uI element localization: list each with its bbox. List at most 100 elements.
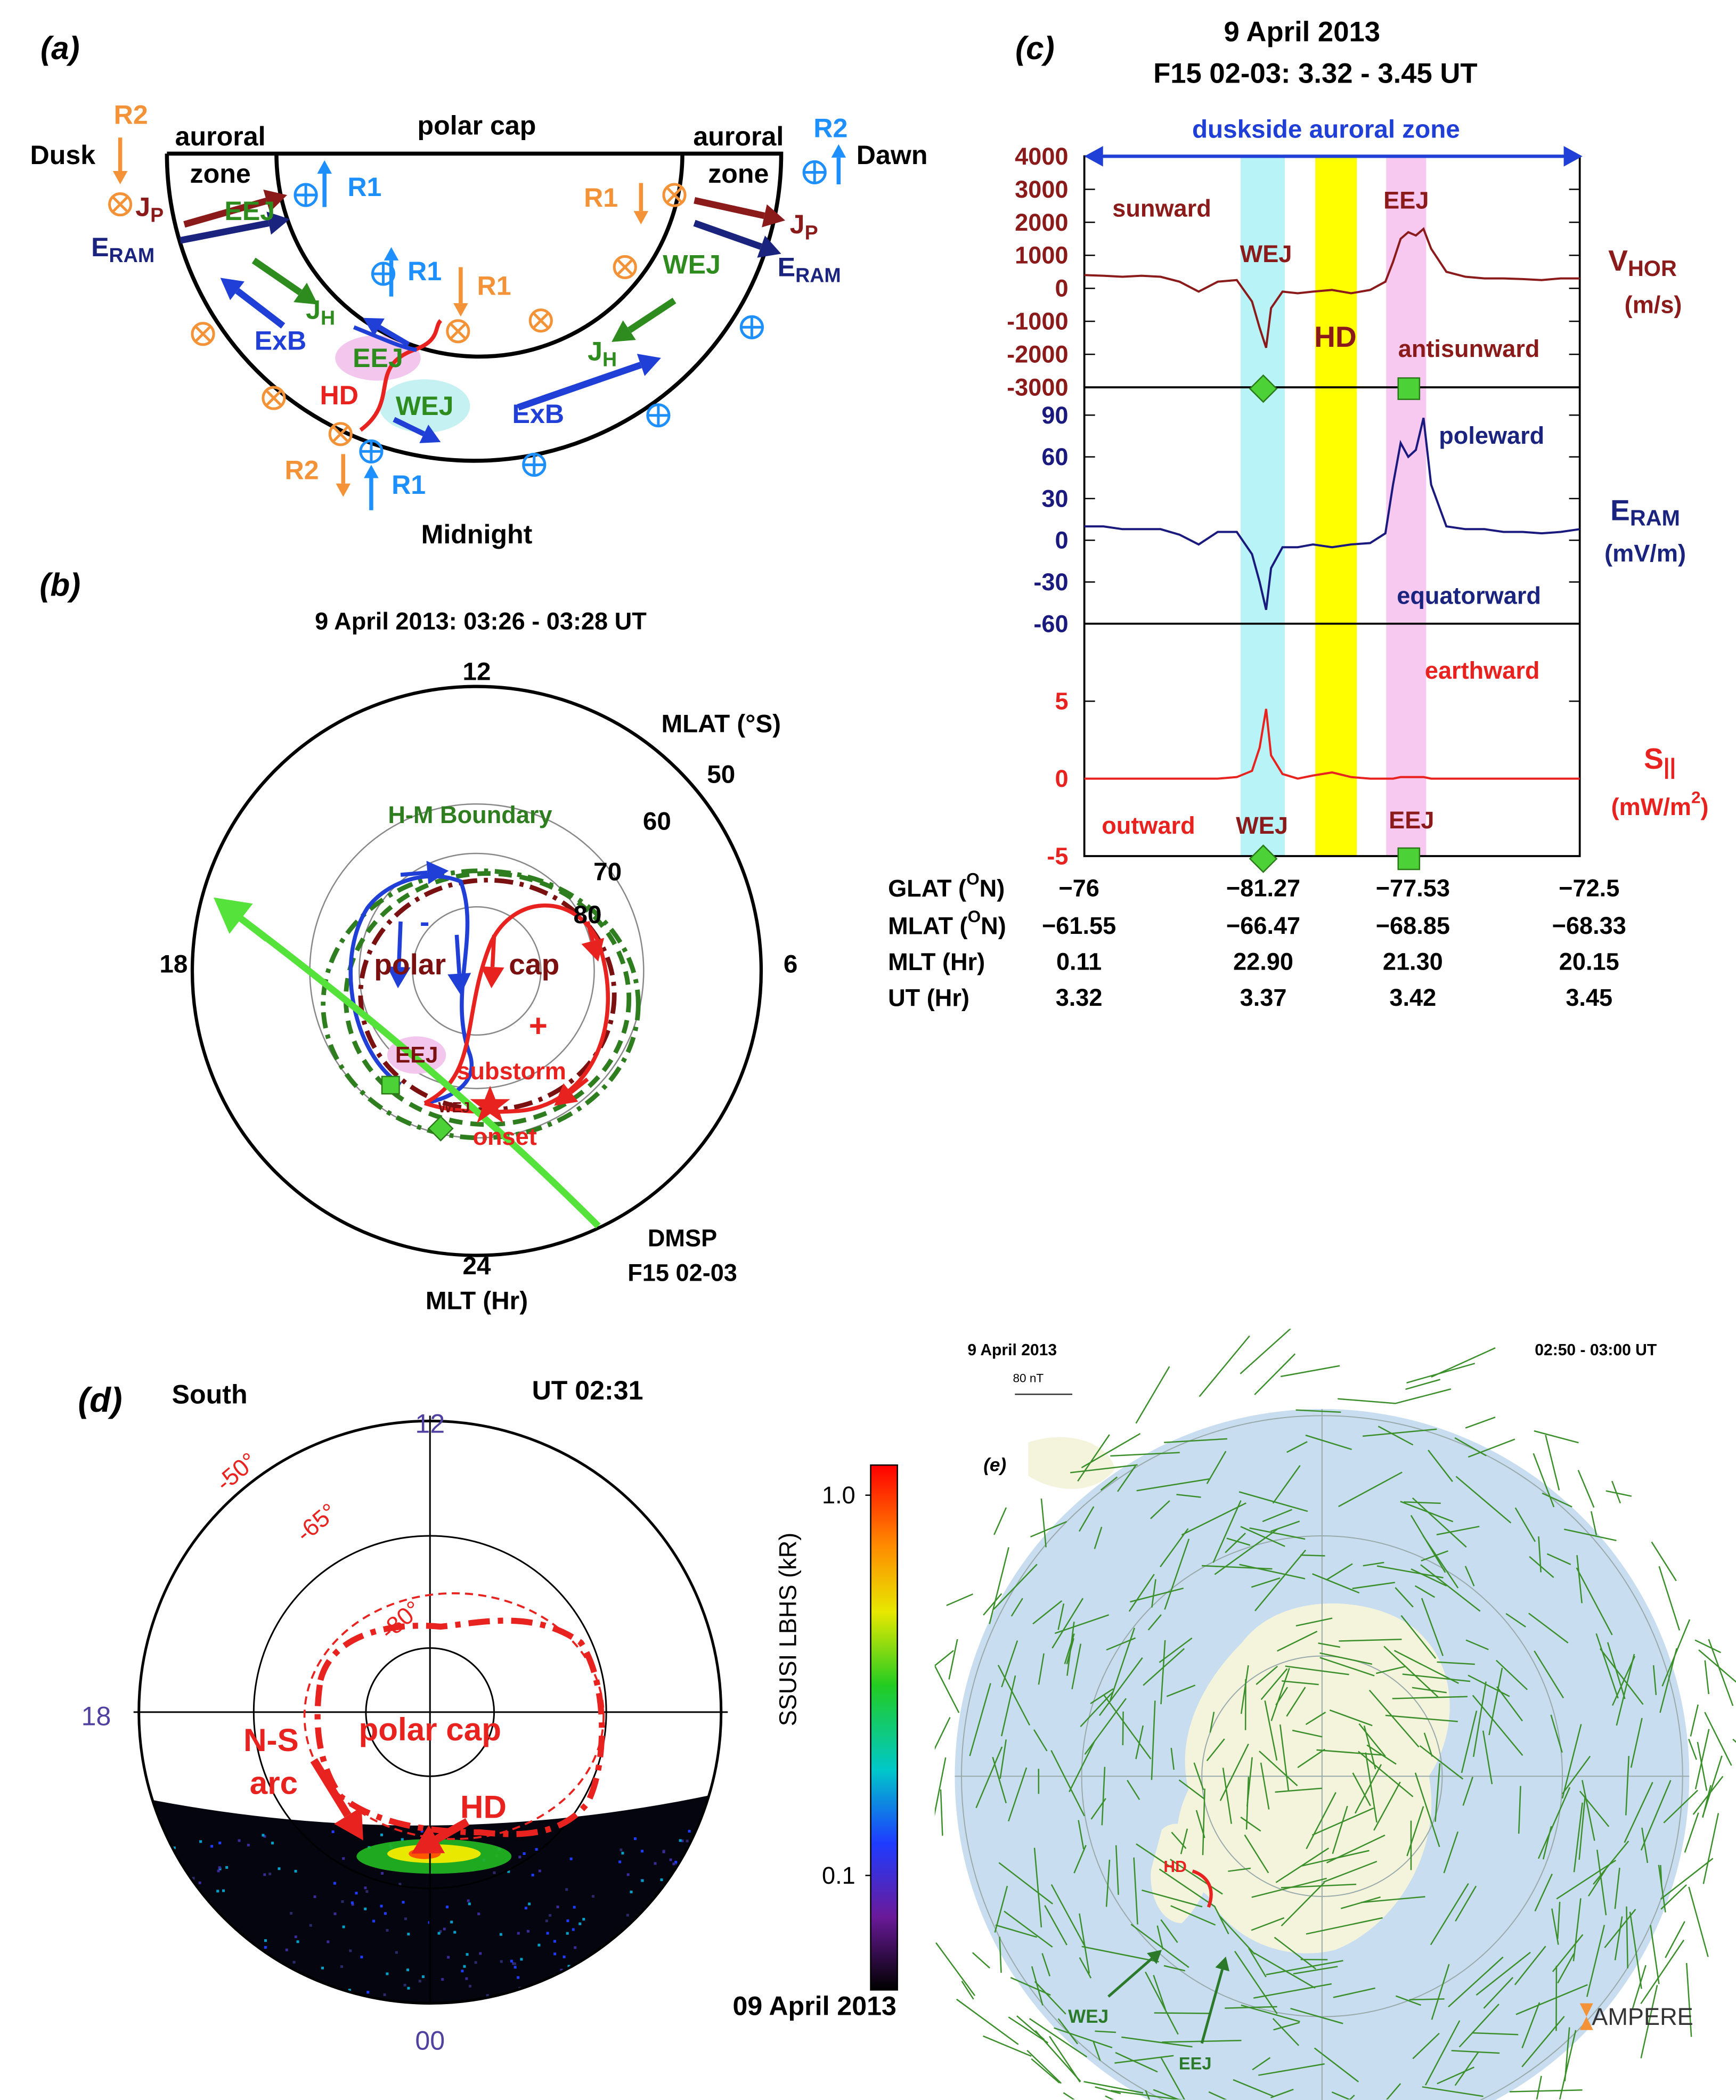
image-pixel [296, 1988, 299, 1991]
image-pixel [732, 1927, 735, 1930]
image-pixel [562, 2007, 565, 2009]
vector [1066, 1622, 1075, 1676]
image-pixel [674, 1861, 678, 1864]
image-pixel [292, 1960, 296, 1964]
label: UT 02:31 [532, 1375, 643, 1405]
image-pixel [688, 1829, 691, 1833]
vector [989, 1547, 1009, 1624]
vector [1471, 2032, 1519, 2036]
annotation: HD [1314, 320, 1357, 353]
vector [1652, 1665, 1657, 1695]
vector [1338, 1471, 1403, 1508]
image-pixel [549, 1914, 552, 1917]
image-pixel [211, 1995, 215, 1998]
vector [1246, 1757, 1253, 1806]
vector [1033, 1847, 1042, 1928]
vector [1218, 1915, 1256, 1955]
table-cell: 22.90 [1233, 948, 1293, 975]
arrow-shaft [396, 921, 403, 967]
vector [1135, 1725, 1144, 1760]
vector [1212, 1500, 1242, 1563]
label: 70 [593, 858, 622, 886]
image-pixel [668, 1930, 671, 1933]
image-pixel [523, 1852, 526, 1855]
auroral-oval-outer [165, 151, 784, 463]
vector [1496, 1659, 1528, 1690]
table-cell: −72.5 [1559, 875, 1619, 902]
vector [1586, 1925, 1605, 1997]
vector [1698, 1649, 1736, 1683]
image-pixel [500, 1960, 503, 1963]
arrow-head [554, 1083, 578, 1106]
label-sub: H [321, 307, 335, 329]
y-tick-label: 90 [1041, 402, 1068, 429]
vector [1424, 2020, 1461, 2086]
vector [1323, 1860, 1378, 1883]
image-pixel [565, 1888, 568, 1891]
vector [1552, 1934, 1584, 1972]
vector [946, 1593, 973, 1606]
image-pixel [216, 1890, 219, 1893]
vector [1159, 1868, 1216, 1907]
arrow-shaft [310, 1758, 352, 1818]
arrow-shaft [517, 362, 642, 411]
image-pixel [680, 1984, 683, 1987]
image-pixel [479, 1952, 482, 1955]
label-main: J [790, 209, 805, 239]
vector [961, 1981, 974, 2000]
vector [1054, 2027, 1113, 2048]
image-pixel [517, 1932, 520, 1935]
vector [1358, 1751, 1414, 1797]
vector [1604, 1909, 1636, 1948]
vector [1521, 2002, 1541, 2049]
vector [1305, 1712, 1326, 1725]
image-pixel [672, 1862, 675, 1866]
label: R1 [407, 256, 442, 286]
vector [1195, 1810, 1205, 1838]
vector [1115, 2052, 1158, 2073]
image-pixel [726, 1910, 728, 1913]
label-sub: H [602, 348, 617, 370]
vector [1033, 1729, 1048, 1752]
image-pixel [238, 1839, 241, 1842]
vector [1412, 1687, 1447, 1694]
image-pixel [192, 1877, 195, 1880]
vector [934, 1664, 960, 1713]
vector [1582, 1780, 1595, 1841]
vector [1405, 1379, 1441, 1390]
image-pixel [719, 1963, 721, 1966]
vector [1694, 1639, 1721, 1654]
label: EEJ [224, 196, 275, 226]
y-tick-label: -5 [1047, 842, 1068, 869]
y-tick-label: 1000 [1015, 242, 1068, 269]
table-cell: −66.47 [1226, 912, 1300, 939]
vector [1239, 1564, 1306, 1580]
image-pixel [255, 1981, 258, 1984]
image-pixel [551, 1990, 554, 1993]
table-cell: −77.53 [1376, 875, 1450, 902]
vector [918, 1719, 924, 1750]
image-pixel [181, 1879, 184, 1882]
into-symbol [262, 386, 286, 410]
vector [1136, 1478, 1210, 1492]
vector [1095, 2030, 1116, 2033]
vector [1529, 1556, 1554, 1578]
label-sub: RAM [795, 264, 841, 286]
vector [1690, 1704, 1699, 1737]
vector [972, 1952, 990, 1969]
y-tick-label: -1000 [1007, 308, 1068, 335]
label: cap [509, 948, 559, 981]
vector [934, 1650, 954, 1667]
image-pixel [309, 1924, 312, 1927]
vector [1260, 1762, 1270, 1810]
image-pixel [366, 1991, 370, 1994]
vector [1660, 1884, 1687, 1910]
vector [1270, 1667, 1290, 1721]
vector [1624, 1781, 1653, 1843]
vector [1423, 1732, 1433, 1757]
y-tick-label: -30 [1033, 568, 1068, 596]
vector [1420, 1564, 1481, 1612]
label: EEJ [1179, 2054, 1212, 2073]
image-pixel [606, 1981, 609, 1984]
